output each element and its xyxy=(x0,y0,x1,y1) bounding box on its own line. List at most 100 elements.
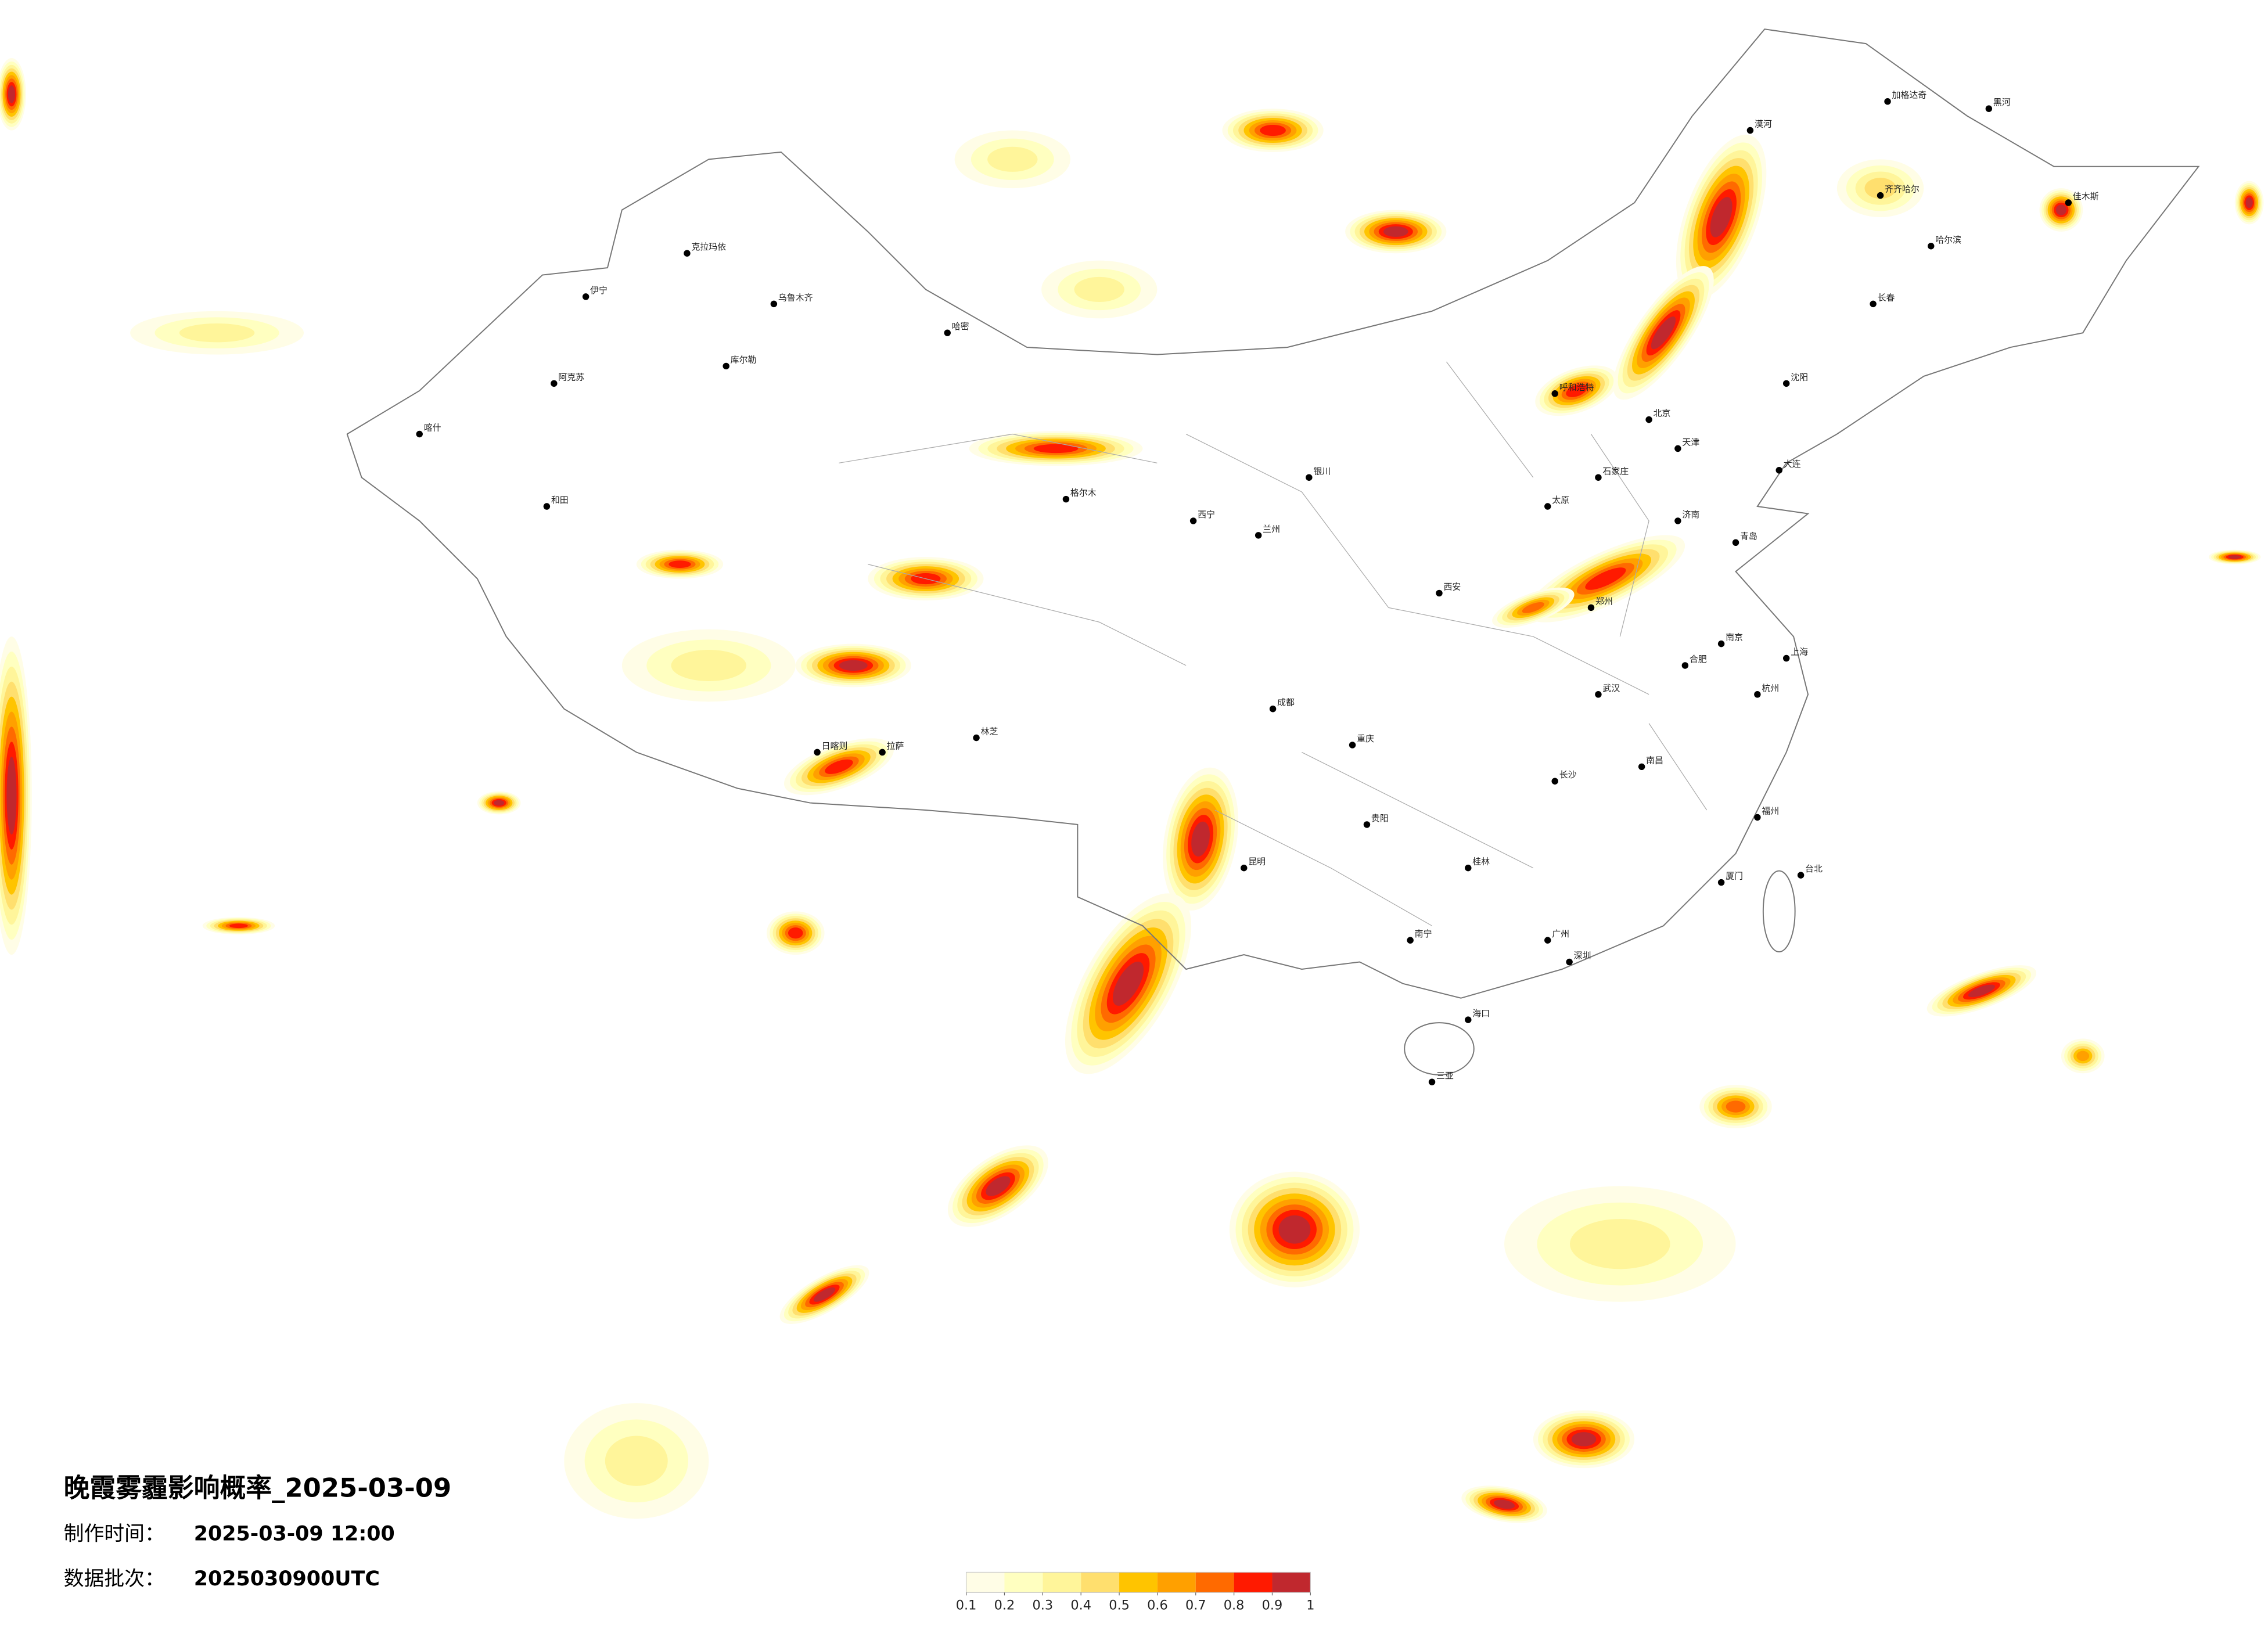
city-dot xyxy=(1269,705,1277,713)
colorbar-swatch xyxy=(1004,1572,1043,1593)
probability-patch xyxy=(839,660,868,671)
city-dot xyxy=(1062,495,1070,503)
probability-patch xyxy=(1710,197,1733,238)
city-dot xyxy=(2065,199,2072,206)
probability-patch xyxy=(1864,178,1896,199)
city-label: 三亚 xyxy=(1436,1070,1454,1081)
city-label: 南宁 xyxy=(1415,929,1432,939)
info-label: 制作时间： xyxy=(64,1523,165,1546)
city-dot xyxy=(1985,105,1993,112)
city-dot xyxy=(1674,445,1681,452)
city-label: 呼和浩特 xyxy=(1559,382,1594,393)
probability-patch xyxy=(1522,602,1545,613)
city-label: 银川 xyxy=(1313,466,1331,476)
city-dot xyxy=(551,380,558,387)
city-dot xyxy=(814,749,821,756)
city-label: 贵阳 xyxy=(1371,813,1389,823)
city-label: 阿克苏 xyxy=(558,372,584,382)
city-dot xyxy=(1877,192,1884,199)
city-dot xyxy=(973,734,980,742)
city-dot xyxy=(1544,937,1551,944)
city-label: 加格达奇 xyxy=(1892,90,1926,100)
city-label: 哈密 xyxy=(952,321,969,332)
colorbar-swatch xyxy=(1043,1572,1081,1593)
city-label: 成都 xyxy=(1277,697,1295,708)
city-dot xyxy=(1754,814,1761,821)
city-dot xyxy=(1681,662,1689,669)
probability-patch xyxy=(1113,961,1144,1006)
city-label: 长春 xyxy=(1878,292,1895,303)
city-label: 和田 xyxy=(551,495,569,505)
city-label: 杭州 xyxy=(1762,683,1779,693)
colorbar-tick-label: 0.8 xyxy=(1224,1598,1245,1613)
probability-patch xyxy=(1651,316,1676,350)
city-dot xyxy=(1732,539,1739,546)
city-dot xyxy=(1638,763,1645,771)
city-dot xyxy=(1436,589,1443,597)
city-label: 郑州 xyxy=(1595,596,1613,606)
city-label: 拉萨 xyxy=(887,740,904,751)
probability-patch xyxy=(788,927,803,939)
city-dot xyxy=(1241,864,1248,872)
probability-patch xyxy=(1191,821,1210,857)
probability-patch xyxy=(813,1287,836,1302)
city-label: 黑河 xyxy=(1993,97,2011,107)
probability-patch xyxy=(1726,1100,1746,1113)
city-dot xyxy=(1717,640,1725,647)
city-label: 昆明 xyxy=(1248,857,1266,867)
probability-patch xyxy=(1278,1215,1311,1244)
colorbar-frame xyxy=(965,1571,1311,1593)
probability-patch xyxy=(1494,1499,1515,1509)
china-border xyxy=(346,28,2200,999)
taiwan xyxy=(1762,870,1796,953)
colorbar-tick-label: 0.1 xyxy=(956,1598,977,1613)
probability-patch xyxy=(1968,984,1995,998)
city-dot xyxy=(1587,604,1595,611)
probability-patch xyxy=(2076,1051,2090,1062)
probability-patch xyxy=(1033,444,1079,454)
city-dot xyxy=(1674,517,1681,524)
probability-patch xyxy=(1571,1432,1597,1447)
city-dot xyxy=(1645,416,1652,423)
probability-patch xyxy=(1566,384,1587,397)
probability-patch xyxy=(1074,276,1124,303)
city-dot xyxy=(1717,879,1725,886)
city-dot xyxy=(1754,691,1761,698)
city-label: 济南 xyxy=(1682,509,1699,520)
city-dot xyxy=(1189,517,1197,524)
colorbar-tick-label: 0.9 xyxy=(1262,1598,1283,1613)
colorbar-swatch xyxy=(1195,1572,1234,1593)
city-dot xyxy=(1782,654,1790,662)
colorbar-swatch xyxy=(1081,1572,1120,1593)
city-dot xyxy=(1884,98,1891,105)
city-label: 台北 xyxy=(1805,864,1823,874)
city-dot xyxy=(1551,778,1558,785)
probability-patch xyxy=(1260,124,1286,136)
probability-patch xyxy=(229,923,248,929)
city-label: 青岛 xyxy=(1740,531,1757,541)
probability-patch xyxy=(2245,197,2253,208)
city-dot xyxy=(1782,380,1790,387)
city-dot xyxy=(1407,937,1414,944)
probability-patch xyxy=(987,146,1038,172)
colorbar: 0.1 0.2 0.3 0.4 0.5 0.6 0.7 0.8 0.9 1 xyxy=(956,1571,1314,1613)
city-dot xyxy=(1465,1016,1472,1023)
city-label: 海口 xyxy=(1472,1008,1490,1019)
colorbar-swatch xyxy=(1119,1572,1158,1593)
probability-patch xyxy=(2228,555,2241,559)
city-dot xyxy=(1797,872,1805,879)
city-label: 大连 xyxy=(1784,459,1801,469)
city-dot xyxy=(582,293,590,300)
city-label: 太原 xyxy=(1552,495,1569,505)
probability-patch xyxy=(6,757,17,835)
colorbar-tick-label: 0.6 xyxy=(1147,1598,1168,1613)
colorbar-tick-label: 0.3 xyxy=(1033,1598,1054,1613)
city-label: 合肥 xyxy=(1690,654,1707,664)
city-dot xyxy=(1349,742,1356,749)
city-label: 深圳 xyxy=(1574,951,1591,961)
city-dot xyxy=(1775,467,1782,474)
probability-field xyxy=(0,58,2264,1523)
